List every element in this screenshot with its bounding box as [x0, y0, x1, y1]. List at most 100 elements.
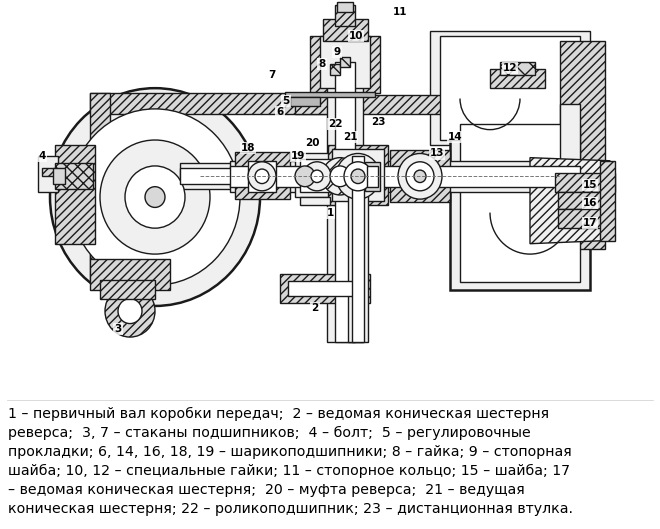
Text: 8: 8 [318, 59, 325, 69]
Bar [365, 162, 380, 191]
Circle shape [344, 162, 372, 191]
Bar [560, 41, 605, 249]
Bar [290, 97, 320, 106]
Bar [100, 280, 155, 299]
Bar [55, 145, 95, 244]
Circle shape [336, 153, 380, 199]
Text: 19: 19 [291, 151, 305, 161]
Text: 11: 11 [393, 7, 407, 17]
Circle shape [398, 153, 442, 199]
Text: 1 – первичный вал коробки передач;  2 – ведомая коническая шестерня: 1 – первичный вал коробки передач; 2 – в… [8, 407, 549, 421]
Text: 4: 4 [38, 151, 46, 161]
Text: 5: 5 [282, 96, 290, 106]
Text: 7: 7 [269, 70, 276, 80]
Bar [90, 93, 340, 114]
Bar [38, 156, 58, 192]
Text: коническая шестерня; 22 – роликоподшипник; 23 – дистанционная втулка.: коническая шестерня; 22 – роликоподшипни… [8, 502, 573, 516]
Circle shape [351, 169, 365, 184]
Bar [90, 259, 170, 290]
Text: 17: 17 [583, 218, 597, 228]
Bar [285, 92, 375, 97]
Bar [558, 209, 613, 228]
Text: 15: 15 [583, 180, 597, 189]
Bar [352, 156, 364, 342]
Bar [248, 161, 276, 192]
Text: 22: 22 [328, 120, 343, 130]
Circle shape [295, 166, 315, 187]
Bar [53, 168, 65, 184]
Bar [180, 168, 500, 184]
Bar [460, 124, 580, 282]
Bar [490, 69, 545, 88]
Bar [335, 62, 355, 342]
Circle shape [311, 170, 323, 183]
Circle shape [406, 162, 434, 191]
Text: 20: 20 [305, 138, 319, 148]
Bar [295, 153, 340, 197]
Text: 18: 18 [241, 143, 255, 153]
Text: шайба; 10, 12 – специальные гайки; 11 – стопорное кольцо; 15 – шайба; 17: шайба; 10, 12 – специальные гайки; 11 – … [8, 464, 570, 478]
Bar [327, 62, 363, 342]
Bar [600, 161, 615, 241]
Circle shape [414, 170, 426, 183]
Polygon shape [530, 158, 610, 244]
Circle shape [105, 285, 155, 337]
Circle shape [322, 158, 358, 195]
Text: 21: 21 [343, 132, 357, 142]
Circle shape [118, 299, 142, 324]
Bar [235, 152, 290, 199]
Circle shape [70, 109, 240, 285]
Bar [295, 95, 575, 114]
Bar [330, 65, 340, 75]
Bar [340, 57, 350, 67]
Bar [310, 37, 380, 93]
Bar [558, 192, 613, 209]
Text: 13: 13 [430, 149, 444, 159]
Circle shape [125, 166, 185, 228]
Text: 10: 10 [348, 31, 363, 41]
Bar [230, 166, 580, 187]
Circle shape [50, 88, 260, 306]
Text: 23: 23 [371, 117, 385, 127]
Text: прокладки; 6, 14, 16, 18, 19 – шарикоподшипники; 8 – гайка; 9 – стопорная: прокладки; 6, 14, 16, 18, 19 – шарикопод… [8, 445, 572, 459]
Bar [367, 166, 378, 187]
Bar [230, 161, 580, 192]
Bar [337, 2, 353, 13]
Bar [328, 145, 388, 205]
Bar [300, 197, 330, 205]
Text: 1: 1 [327, 207, 333, 217]
Text: 6: 6 [277, 107, 284, 117]
Bar [390, 150, 450, 202]
Bar [55, 163, 93, 189]
Text: реверса;  3, 7 – стаканы подшипников;  4 – болт;  5 – регулировочные: реверса; 3, 7 – стаканы подшипников; 4 –… [8, 426, 531, 440]
Text: 3: 3 [114, 324, 121, 334]
Bar [555, 173, 615, 192]
Bar [323, 19, 368, 41]
Text: 16: 16 [583, 198, 597, 208]
Text: 14: 14 [447, 132, 462, 142]
Bar [430, 31, 590, 145]
Bar [42, 168, 60, 176]
Bar [320, 37, 370, 88]
Bar [335, 5, 355, 26]
Bar [500, 62, 535, 75]
Bar [348, 156, 368, 342]
Bar [440, 37, 580, 140]
Circle shape [100, 140, 210, 254]
Bar [300, 159, 335, 192]
Text: 12: 12 [503, 63, 517, 74]
Circle shape [255, 169, 269, 184]
Circle shape [248, 162, 276, 191]
Bar [180, 163, 500, 189]
Text: – ведомая коническая шестерня;  20 – муфта реверса;  21 – ведущая: – ведомая коническая шестерня; 20 – муфт… [8, 483, 525, 497]
Bar [90, 254, 110, 280]
Bar [450, 114, 590, 290]
Circle shape [303, 162, 331, 191]
Text: 9: 9 [333, 47, 341, 57]
Bar [560, 104, 580, 187]
Text: 2: 2 [312, 303, 319, 313]
Bar [90, 93, 110, 259]
Bar [288, 281, 362, 296]
Circle shape [145, 187, 165, 207]
Bar [332, 149, 384, 201]
